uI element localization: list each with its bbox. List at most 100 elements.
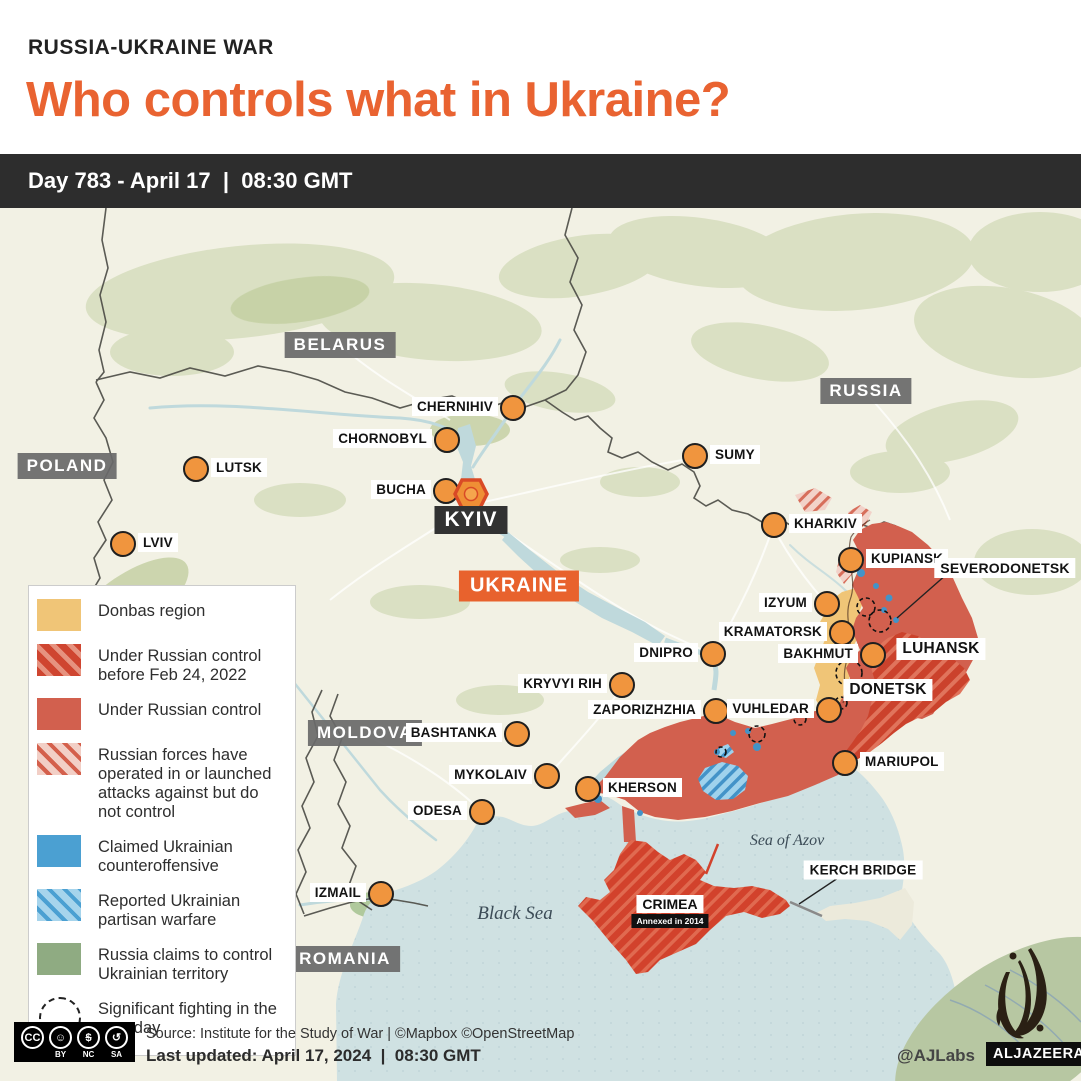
- city-label: KRAMATORSK: [718, 622, 827, 641]
- sea-label-black-sea: Black Sea: [477, 903, 553, 924]
- dollar-icon: $: [77, 1026, 100, 1049]
- city-dot: [832, 750, 858, 776]
- legend-label: Russian forces have operated in or launc…: [98, 746, 272, 821]
- cc-circle: CC: [21, 1026, 44, 1049]
- partisan-area-melitopol: [698, 762, 748, 800]
- legend-swatch-russian-control: [37, 698, 81, 730]
- kicker: RUSSIA-UKRAINE WAR: [28, 36, 274, 59]
- legend-item-donbas: Donbas region: [37, 599, 285, 631]
- city-label: LUTSK: [211, 458, 267, 477]
- legend-item-russian-operated: Russian forces have operated in or launc…: [37, 743, 285, 822]
- country-label-romania: ROMANIA: [290, 946, 400, 972]
- legend-label: Donbas region: [98, 602, 206, 620]
- legend-item-russian-control-pre2022: Under Russian control before Feb 24, 202…: [37, 644, 285, 685]
- crimea-label: CRIMEA Annexed in 2014: [631, 895, 709, 928]
- cc-sa-icon: ↺ SA: [105, 1026, 128, 1060]
- cc-icon: CC: [21, 1026, 44, 1060]
- cc-by-label: BY: [54, 1050, 67, 1059]
- crimea-label-title: CRIMEA: [636, 895, 704, 913]
- city-label: LVIV: [138, 533, 178, 552]
- front-line: [842, 519, 871, 704]
- legend-label: Under Russian control before Feb 24, 202…: [98, 647, 262, 684]
- city-dot: [838, 547, 864, 573]
- city-label: KRYVYI RIH: [518, 674, 607, 693]
- city-label: SUMY: [710, 445, 760, 464]
- country-label-ukraine: UKRAINE: [458, 570, 580, 602]
- aljazeera-logo: [996, 948, 1047, 1039]
- city-label: KHERSON: [603, 778, 682, 797]
- annotation-severodonetsk: SEVERODONETSK: [934, 558, 1076, 578]
- person-icon: ☺: [49, 1026, 72, 1049]
- city-dot: [700, 641, 726, 667]
- city-label: KUPIANSK: [866, 549, 949, 568]
- perekop-neck: [622, 806, 636, 842]
- map-canvas: POLAND BELARUS RUSSIA MOLDOVA ROMANIA UKRAIN…: [0, 208, 1081, 1081]
- legend-swatch-russian-operated: [37, 743, 81, 775]
- city-label: DNIPRO: [634, 643, 698, 662]
- city-dot: [816, 697, 842, 723]
- header: RUSSIA-UKRAINE WAR Who controls what in …: [0, 0, 1081, 154]
- legend-item-russia-claims: Russia claims to control Ukrainian terri…: [37, 943, 285, 984]
- city-dot: [110, 531, 136, 557]
- cc-by-icon: ☺ BY: [49, 1026, 72, 1060]
- city-dot: [860, 642, 886, 668]
- city-label: MYKOLAIV: [449, 765, 532, 784]
- city-label: BASHTANKA: [405, 723, 502, 742]
- capital-label-kyiv: KYIV: [434, 506, 508, 534]
- legend-swatch-ukrainian-partisan: [37, 889, 81, 921]
- city-dot: [183, 456, 209, 482]
- city-label: CHORNOBYL: [333, 429, 432, 448]
- cc-nc-icon: $ NC: [77, 1026, 100, 1060]
- cc-nc-label: NC: [82, 1050, 95, 1059]
- legend-item-ukrainian-counteroffensive: Claimed Ukrainian counteroffensive: [37, 835, 285, 876]
- city-label: ODESA: [407, 801, 467, 820]
- kerch-bridge-line: [789, 900, 823, 918]
- city-dot: [469, 799, 495, 825]
- city-label: VUHLEDAR: [727, 699, 814, 718]
- arrow-circle-icon: ↺: [105, 1026, 128, 1049]
- country-label-russia: RUSSIA: [820, 378, 912, 404]
- cc-sa-label: SA: [110, 1050, 123, 1059]
- city-label: BUCHA: [371, 480, 431, 499]
- city-label: CHERNIHIV: [411, 397, 498, 416]
- city-dot: [609, 672, 635, 698]
- legend-item-ukrainian-partisan: Reported Ukrainian partisan warfare: [37, 889, 285, 930]
- legend-swatch-ukrainian-counteroffensive: [37, 835, 81, 867]
- legend-label: Under Russian control: [98, 701, 262, 719]
- city-dot: [703, 698, 729, 724]
- page-title: Who controls what in Ukraine?: [26, 73, 731, 127]
- operated-area-1: [795, 488, 832, 512]
- legend-swatch-russian-control-pre2022: [37, 644, 81, 676]
- city-label: KHARKIV: [789, 514, 862, 533]
- legend-item-russian-control: Under Russian control: [37, 698, 285, 730]
- city-label: MARIUPOL: [860, 752, 944, 771]
- vegetation-layer: [85, 212, 1081, 715]
- ajlabs-handle: @AJLabs: [897, 1046, 975, 1065]
- city-dot: [761, 512, 787, 538]
- last-updated: Last updated: April 17, 2024 | 08:30 GMT: [146, 1046, 481, 1065]
- kinburn-spit: [565, 800, 610, 818]
- date-bar: Day 783 - April 17 | 08:30 GMT: [0, 154, 1081, 208]
- russian-control-region: [592, 522, 978, 820]
- date-bar-text: Day 783 - April 17 | 08:30 GMT: [28, 168, 353, 193]
- country-label-poland: POLAND: [17, 453, 117, 479]
- legend-label: Reported Ukrainian partisan warfare: [98, 892, 241, 929]
- kerch-pointer: [798, 877, 839, 905]
- city-dot: [500, 395, 526, 421]
- city-dot: [575, 776, 601, 802]
- city-label: BAKHMUT: [778, 644, 858, 663]
- country-label-moldova: MOLDOVA: [307, 720, 423, 746]
- city-dot: [814, 591, 840, 617]
- blue-layer: [594, 569, 899, 816]
- city-label: ZAPORIZHZHIA: [588, 700, 701, 719]
- pointer-lines-layer: [789, 573, 948, 918]
- cc-license-badge: CC ☺ BY $ NC ↺ SA: [14, 1022, 135, 1062]
- city-dot: [434, 427, 460, 453]
- source-credit: Source: Institute for the Study of War |…: [146, 1026, 575, 1042]
- annotation-kerch-bridge: KERCH BRIDGE: [803, 860, 923, 880]
- legend-label: Claimed Ukrainian counteroffensive: [98, 838, 233, 875]
- city-label: IZYUM: [759, 593, 812, 612]
- city-label: IZMAIL: [309, 883, 366, 902]
